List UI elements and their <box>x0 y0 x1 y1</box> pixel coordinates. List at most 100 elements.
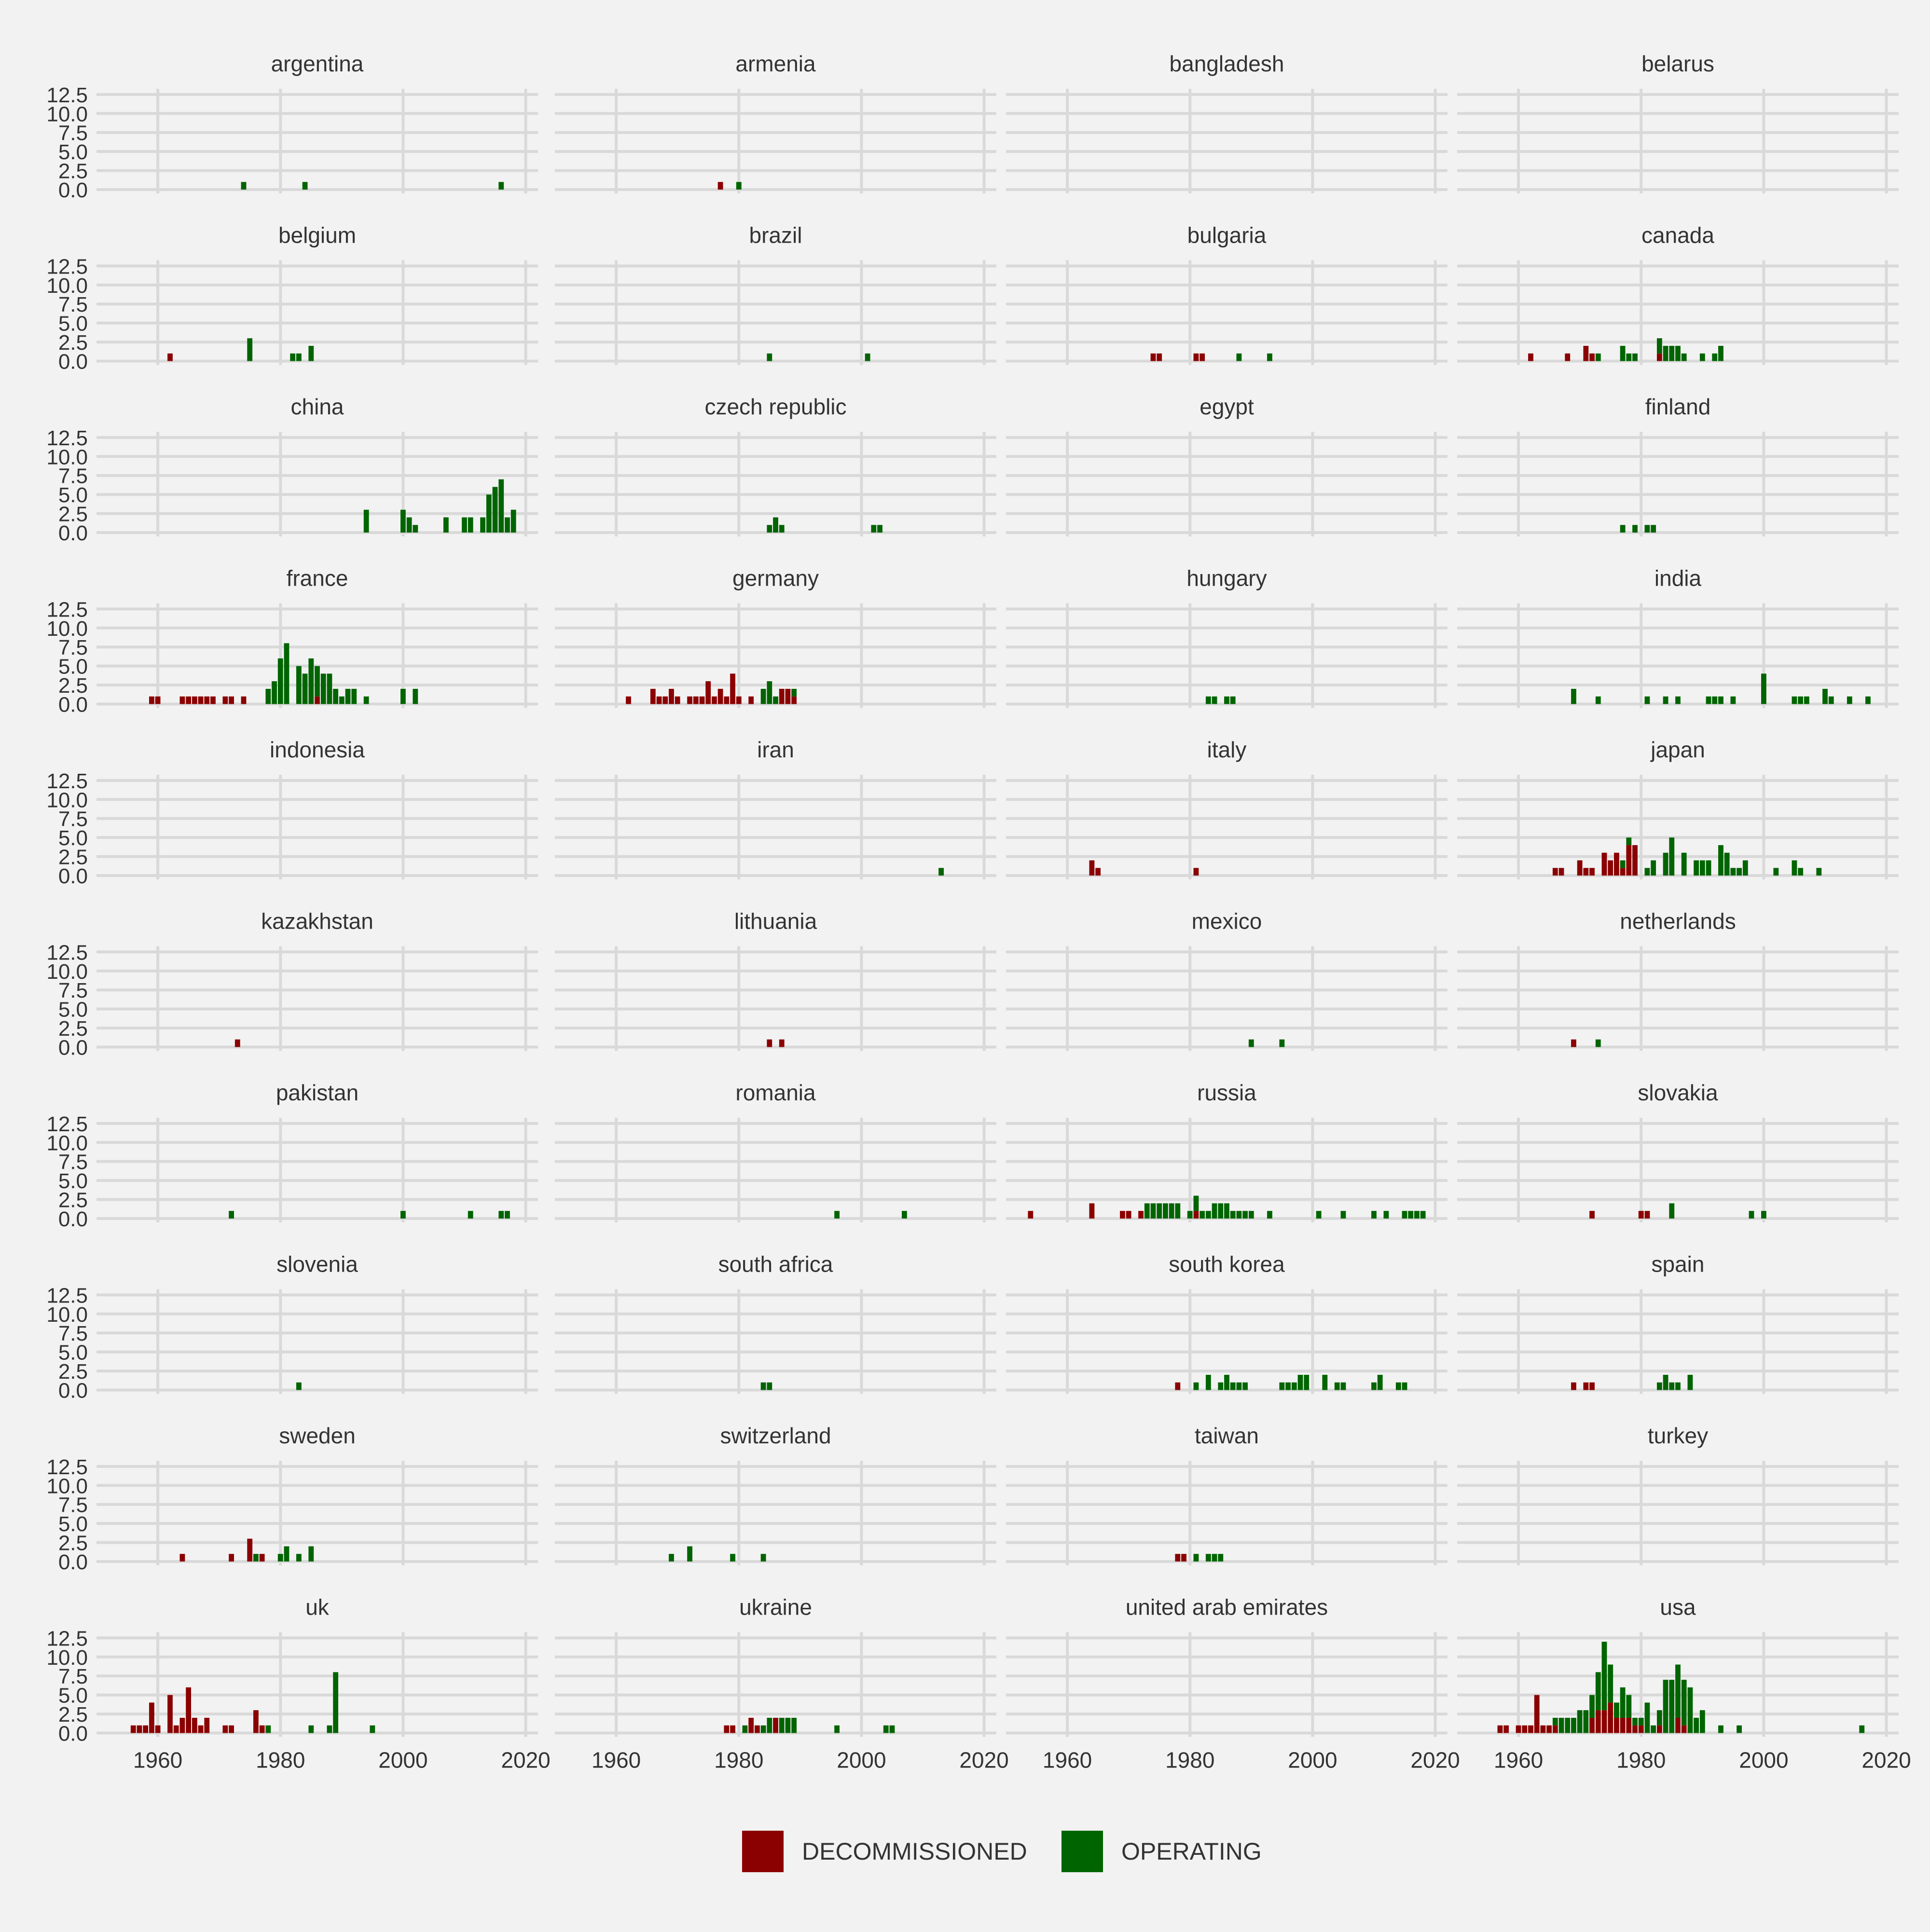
y-tick-label: 10.0 <box>46 960 88 984</box>
bar-operating <box>1663 1680 1668 1733</box>
bar-operating <box>1669 837 1675 876</box>
bar-operating <box>1414 1211 1420 1219</box>
facet-panel: hungary <box>1006 566 1448 708</box>
y-tick-label: 12.5 <box>46 941 88 964</box>
bar-operating <box>871 525 877 533</box>
facet-panel: slovenia 0.02.55.07.510.012.5 <box>46 1252 538 1403</box>
bar-operating <box>320 673 326 704</box>
bar-decommissioned <box>1571 1382 1576 1390</box>
bar-decommissioned <box>1199 353 1205 361</box>
facet-panel: mexico <box>1006 909 1448 1051</box>
bar-decommissioned <box>699 696 705 704</box>
y-tick-label: 2.5 <box>58 1017 88 1041</box>
bar-operating <box>498 479 504 533</box>
bar-decommissioned <box>198 1725 204 1733</box>
panel-title: belarus <box>1641 51 1714 76</box>
facet-panel: russia <box>1006 1080 1448 1222</box>
facet-panel: south africa <box>555 1252 996 1394</box>
bar-operating <box>767 1382 772 1390</box>
bar-decommissioned <box>1546 1725 1552 1733</box>
bar-operating <box>333 688 339 704</box>
bar-operating <box>669 1554 674 1562</box>
bar-operating <box>443 517 449 533</box>
bar-operating <box>1402 1382 1407 1390</box>
panel-title: belgium <box>278 223 356 248</box>
bar-decommissioned <box>1175 1382 1181 1390</box>
bar-decommissioned <box>773 1717 778 1733</box>
bar-operating <box>1681 852 1687 876</box>
bar-operating <box>1175 1203 1181 1219</box>
bar-decommissioned <box>785 688 791 704</box>
bar-operating <box>760 1725 766 1733</box>
bar-decommissioned <box>1583 868 1589 876</box>
bar-operating <box>760 688 766 704</box>
y-tick-label: 7.5 <box>58 122 88 145</box>
bar-decommissioned <box>1620 1717 1626 1733</box>
bar-operating <box>1699 353 1705 361</box>
bar-operating <box>760 1554 766 1562</box>
bar-operating <box>779 1717 785 1733</box>
bar-operating <box>265 688 271 704</box>
bar-decommissioned <box>222 1725 228 1733</box>
bar-operating <box>1706 860 1711 876</box>
bar-decommissioned <box>198 696 204 704</box>
bar-operating <box>901 1211 907 1219</box>
bar-decommissioned <box>1626 1717 1632 1733</box>
bar-operating <box>1687 1687 1693 1733</box>
bar-operating <box>1663 696 1668 704</box>
y-tick-label: 5.0 <box>58 655 88 679</box>
bar-operating <box>265 1725 271 1733</box>
bar-decommissioned <box>179 1554 185 1562</box>
bar-operating <box>1798 696 1804 704</box>
facet-panel: pakistan 0.02.55.07.510.012.5 <box>46 1080 538 1231</box>
panel-title: italy <box>1207 737 1247 762</box>
bar-operating <box>1334 1382 1340 1390</box>
bar-decommissioned <box>1608 860 1613 876</box>
bar-operating <box>370 1725 375 1733</box>
y-tick-label: 2.5 <box>58 846 88 869</box>
bar-decommissioned <box>1638 1725 1644 1733</box>
bar-operating <box>1395 1382 1401 1390</box>
facet-panel: china 0.02.55.07.510.012.5 <box>46 394 538 545</box>
bar-decommissioned <box>1601 1710 1607 1733</box>
bar-decommissioned <box>724 696 730 704</box>
bar-operating <box>1144 1203 1150 1219</box>
bar-operating <box>468 1211 473 1219</box>
bar-operating <box>308 658 314 704</box>
panel-title: turkey <box>1648 1423 1708 1448</box>
bar-operating <box>1279 1382 1285 1390</box>
bar-operating <box>296 1382 302 1390</box>
panel-title: mexico <box>1192 909 1262 934</box>
bar-decommissioned <box>1497 1725 1503 1733</box>
x-tick-label: 2000 <box>1288 1748 1337 1773</box>
bar-operating <box>1595 1672 1601 1711</box>
bar-operating <box>1267 1211 1272 1219</box>
facet-panel: sweden 0.02.55.07.510.012.5 <box>46 1423 538 1574</box>
facet-panel: romania <box>555 1080 996 1222</box>
y-tick-label: 7.5 <box>58 465 88 488</box>
bar-operating <box>767 681 772 704</box>
bar-decommissioned <box>210 696 216 704</box>
y-tick-label: 0.0 <box>58 1722 88 1746</box>
bar-decommissioned <box>1089 860 1095 876</box>
bar-operating <box>1632 353 1638 361</box>
bar-decommissioned <box>1571 1039 1576 1047</box>
bar-operating <box>1620 345 1626 361</box>
bar-decommissioned <box>234 1039 240 1047</box>
bar-operating <box>1402 1211 1407 1219</box>
bar-operating <box>1694 860 1699 876</box>
y-tick-label: 5.0 <box>58 826 88 850</box>
bar-operating <box>791 688 797 697</box>
panel-title: usa <box>1660 1595 1696 1620</box>
facet-panel: brazil <box>555 223 996 365</box>
bar-decommissioned <box>155 696 161 704</box>
bar-operating <box>1718 845 1723 876</box>
bar-decommissioned <box>143 1725 149 1733</box>
bar-operating <box>1595 1039 1601 1047</box>
facet-panel: finland <box>1457 394 1899 536</box>
bar-operating <box>1224 1203 1229 1219</box>
bar-operating <box>1205 1554 1211 1562</box>
bar-operating <box>760 1382 766 1390</box>
bar-decommissioned <box>1157 353 1162 361</box>
